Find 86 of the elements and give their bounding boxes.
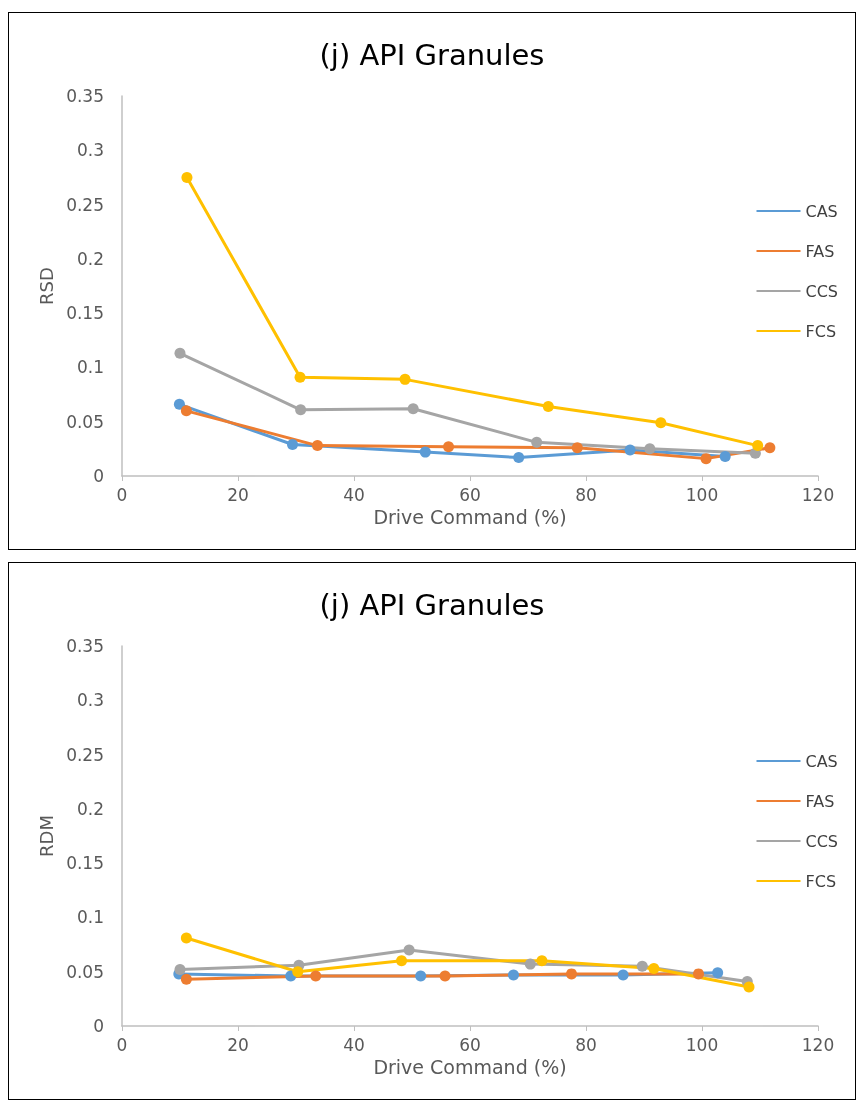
point — [636, 960, 648, 972]
point — [764, 442, 776, 454]
y-tick-label: 0.1 — [76, 357, 104, 378]
point — [310, 970, 322, 982]
point — [752, 440, 764, 452]
x-tick-label: 60 — [459, 1034, 481, 1055]
point — [624, 444, 636, 456]
point — [719, 450, 731, 462]
y-tick-label: 0.3 — [76, 140, 104, 161]
y-tick-label: 0 — [93, 1016, 104, 1036]
point — [180, 932, 192, 944]
point — [180, 405, 192, 417]
point — [174, 964, 186, 976]
x-axis-title: Drive Command (%) — [373, 506, 567, 529]
x-tick-label: 0 — [116, 1034, 128, 1055]
y-axis-title: RSD — [35, 267, 57, 305]
chart-title: (j) API Granules — [319, 587, 545, 622]
point — [571, 442, 583, 454]
x-tick-label: 60 — [459, 484, 481, 505]
x-tick-label: 0 — [116, 484, 128, 505]
x-tick-label: 80 — [575, 1034, 597, 1055]
point — [648, 962, 660, 974]
y-tick-label: 0.05 — [66, 961, 104, 982]
point — [311, 440, 323, 452]
y-tick-label: 0.2 — [76, 248, 104, 269]
point — [693, 968, 705, 980]
y-tick-label: 0.05 — [66, 411, 104, 432]
x-tick-label: 20 — [227, 1034, 249, 1055]
point — [644, 443, 656, 455]
point — [415, 970, 427, 982]
y-tick-label: 0.25 — [66, 194, 104, 215]
point — [508, 969, 519, 981]
x-tick-label: 80 — [575, 484, 597, 505]
x-tick-label: 100 — [685, 1034, 719, 1055]
x-tick-label: 20 — [227, 484, 249, 505]
y-tick-label: 0.1 — [76, 907, 104, 928]
point — [443, 441, 455, 453]
point — [542, 401, 554, 413]
point — [712, 967, 724, 979]
point — [295, 404, 307, 416]
x-axis-title: Drive Command (%) — [373, 1056, 567, 1079]
point — [173, 398, 185, 410]
point — [287, 439, 299, 451]
y-tick-label: 0.35 — [66, 86, 104, 106]
point — [513, 452, 525, 464]
x-tick-label: 40 — [343, 484, 365, 505]
point — [743, 981, 755, 993]
chart-title: (j) API Granules — [319, 37, 545, 72]
point — [180, 973, 192, 985]
x-tick-label: 120 — [801, 484, 835, 505]
x-tick-label: 40 — [343, 1034, 365, 1055]
point — [174, 347, 186, 359]
legend-label: CCS — [805, 281, 838, 301]
point — [407, 403, 419, 415]
y-tick-label: 0 — [93, 466, 104, 486]
point — [403, 944, 415, 956]
y-tick-label: 0.15 — [66, 853, 104, 874]
point — [700, 453, 712, 465]
legend-label: CAS — [805, 751, 838, 771]
y-tick-label: 0.15 — [66, 303, 104, 324]
legend-label: FAS — [805, 241, 835, 261]
y-axis-title: RDM — [35, 815, 57, 857]
point — [566, 968, 577, 980]
point — [536, 955, 548, 967]
point — [396, 955, 408, 967]
point — [399, 373, 411, 385]
point — [617, 969, 629, 981]
y-tick-label: 0.25 — [66, 744, 104, 765]
y-tick-label: 0.3 — [76, 690, 104, 711]
x-tick-label: 120 — [801, 1034, 835, 1055]
legend-label: FCS — [805, 321, 837, 341]
point — [655, 417, 667, 429]
point — [292, 966, 304, 978]
point — [294, 371, 306, 383]
legend-label: CCS — [805, 831, 838, 851]
point — [439, 970, 451, 982]
legend-label: FCS — [805, 871, 837, 891]
legend-label: CAS — [805, 201, 838, 221]
legend-label: FAS — [805, 791, 835, 811]
point — [524, 958, 536, 970]
x-tick-label: 100 — [685, 484, 719, 505]
point — [419, 446, 431, 458]
y-tick-label: 0.35 — [66, 636, 104, 656]
point — [531, 436, 543, 448]
y-tick-label: 0.2 — [76, 798, 104, 819]
point — [181, 171, 193, 183]
